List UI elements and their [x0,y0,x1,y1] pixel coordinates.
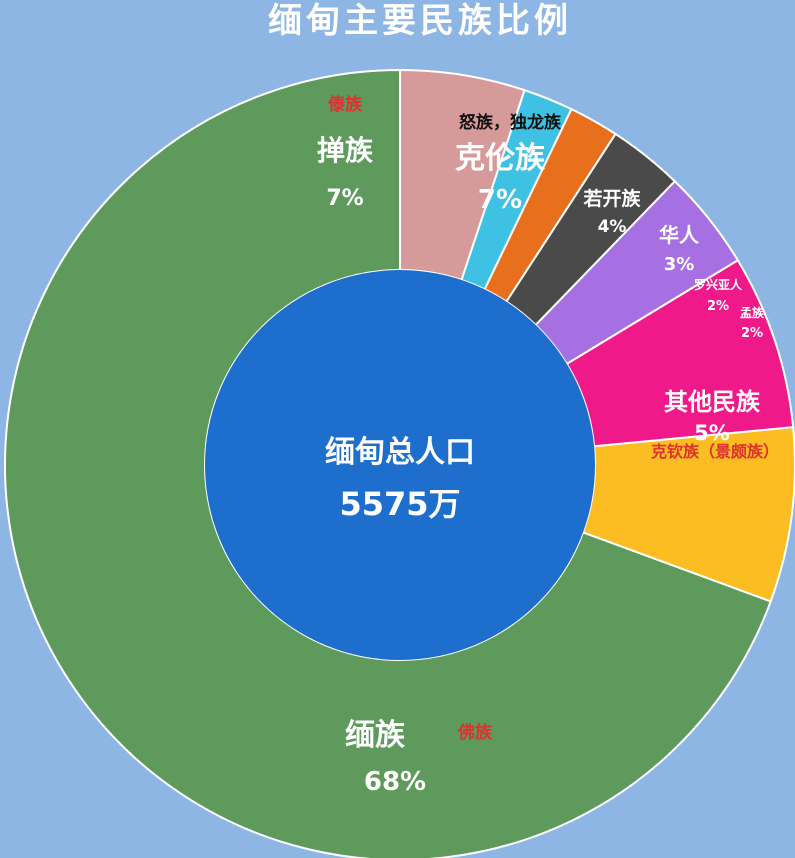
slice-label-0: 缅族 [345,718,406,753]
slice-label-2: 克伦族 [455,141,546,176]
slice-label-5: 罗兴亚人 [694,277,743,292]
slice-value-6: 2% [741,326,763,341]
slice-value-2: 7% [478,185,522,215]
slice-label-4: 华人 [659,223,700,247]
slice-value-1: 7% [326,186,363,211]
slice-note-1: 傣族 [328,94,363,115]
slice-note-2: 怒族，独龙族 [459,112,562,133]
slice-value-0: 68% [364,767,426,797]
slice-value-4: 3% [664,254,695,275]
slice-value-3: 4% [598,217,627,237]
center-circle [205,270,595,660]
slice-label-6: 孟族 [740,305,765,320]
center-value: 5575万 [339,485,460,523]
slice-label-7: 其他民族 [664,388,761,416]
slice-label-3: 若开族 [583,187,641,210]
center-label: 缅甸总人口 [325,435,475,470]
slice-value-5: 2% [707,299,729,314]
slice-label-1: 掸族 [317,134,374,167]
chart-title: 缅甸主要民族比例 [268,1,572,41]
slice-value-7: 5% [694,421,730,445]
slice-note-7: 克钦族（景颇族） [651,442,779,461]
slice-note-0: 佛族 [457,722,493,743]
